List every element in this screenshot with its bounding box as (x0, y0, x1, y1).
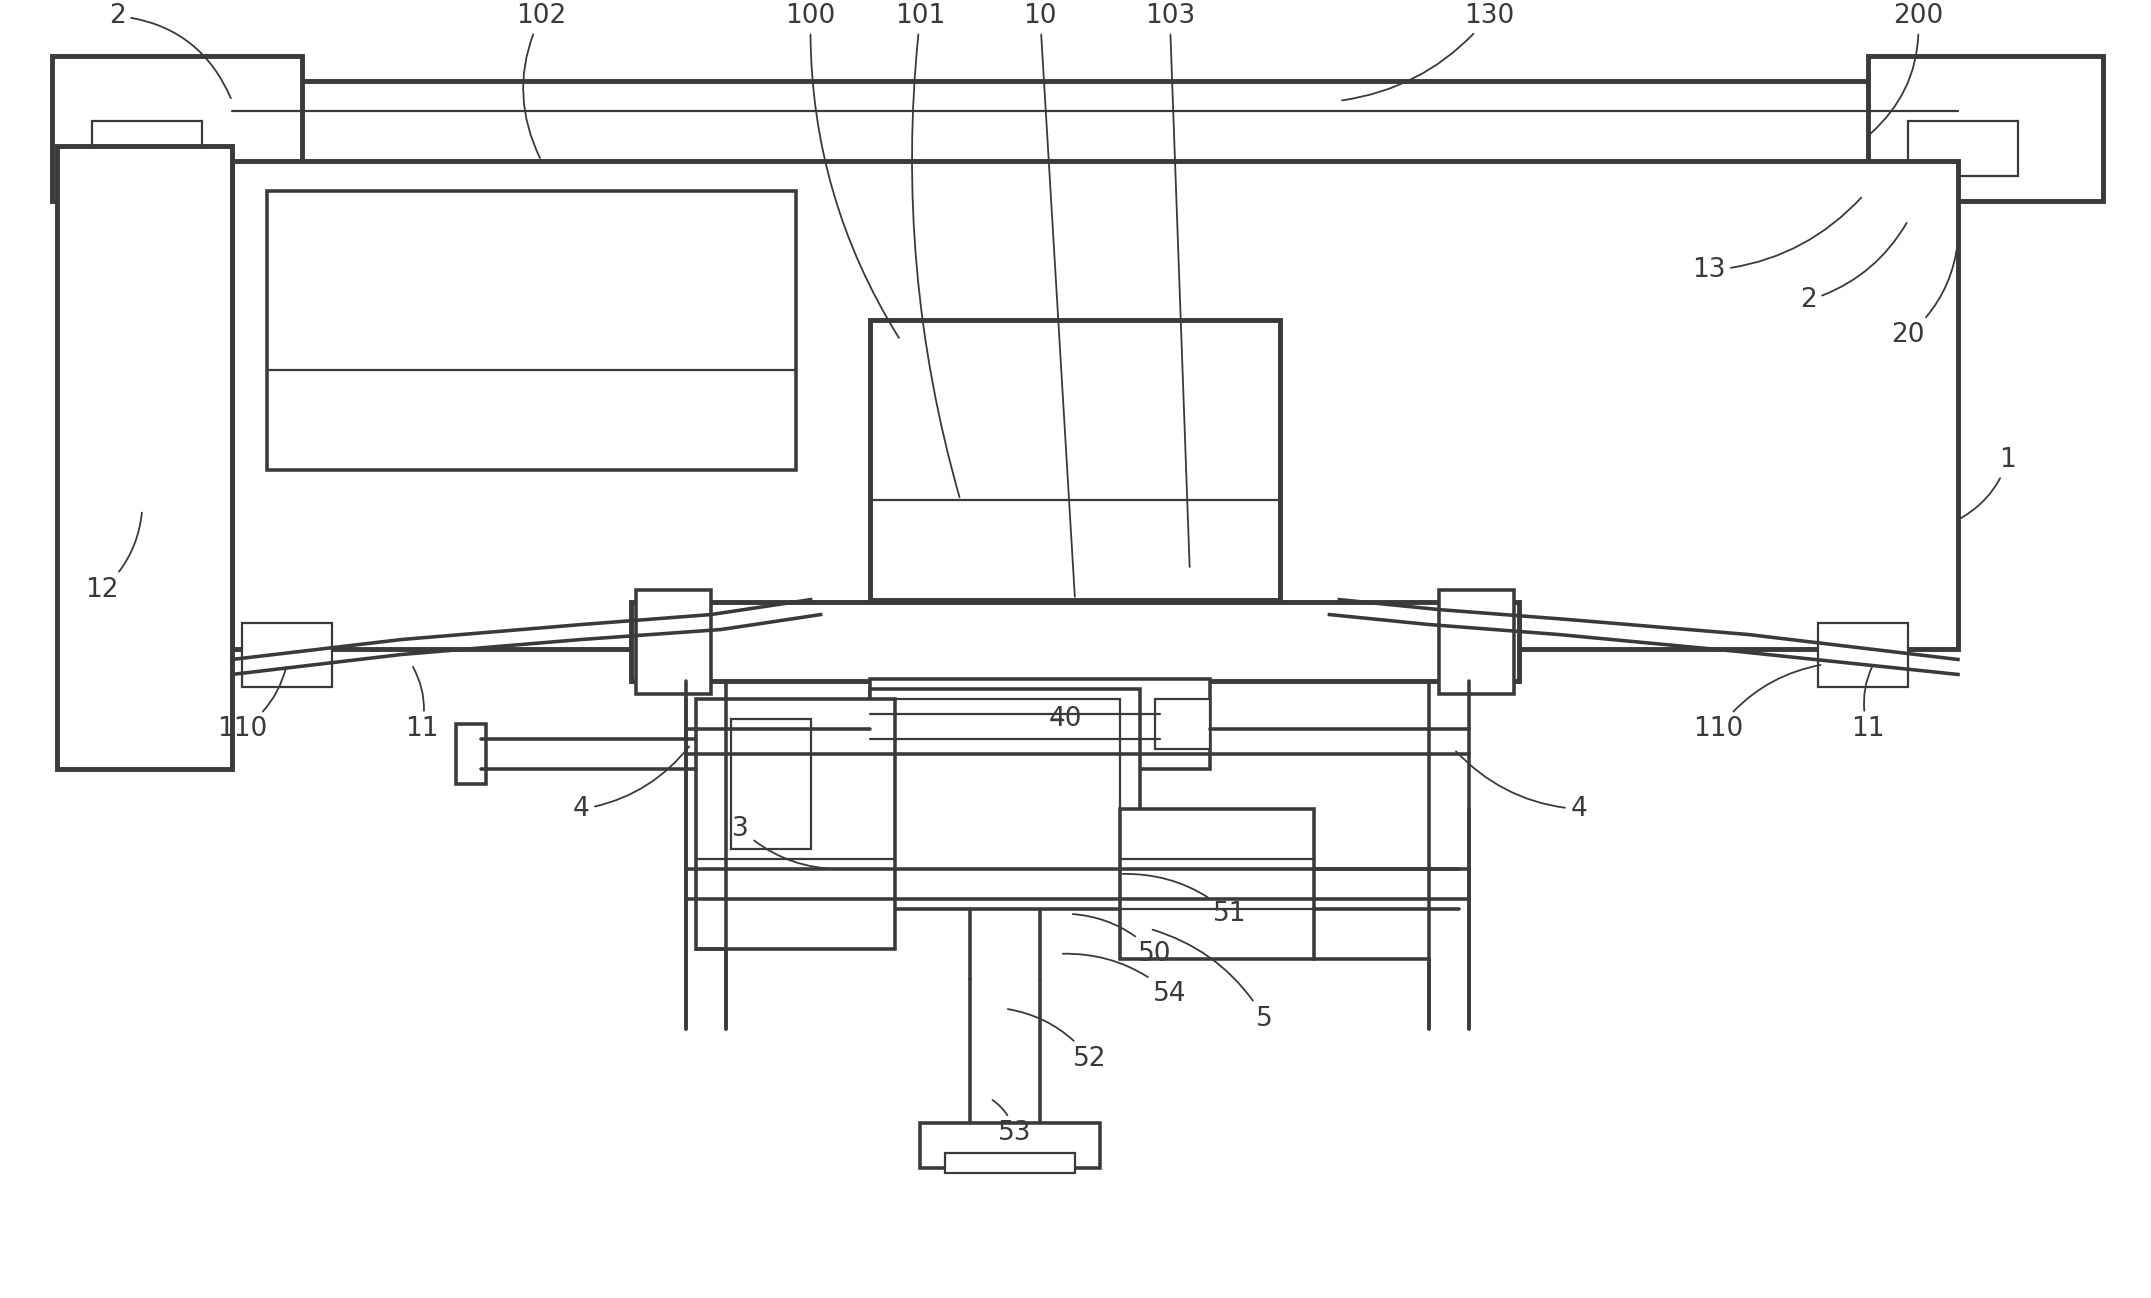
Text: 2: 2 (1800, 223, 1906, 313)
Text: 13: 13 (1693, 197, 1861, 283)
Text: 100: 100 (785, 3, 899, 337)
Text: 40: 40 (1048, 706, 1082, 732)
Text: 20: 20 (1891, 243, 1957, 348)
Bar (1869, 56, 2104, 200)
Bar (241, 623, 331, 688)
Text: 110: 110 (1693, 665, 1820, 742)
Bar (1155, 700, 1209, 749)
Bar (92, 121, 202, 175)
Bar (1050, 570, 1190, 640)
Text: 2: 2 (110, 3, 230, 99)
Text: 110: 110 (217, 667, 286, 742)
Bar (232, 161, 1957, 649)
Text: 3: 3 (731, 816, 837, 868)
Text: 4: 4 (1456, 752, 1587, 822)
Text: 11: 11 (404, 667, 439, 742)
Bar (1908, 121, 2018, 175)
Bar (871, 679, 1209, 770)
Text: 54: 54 (1063, 954, 1187, 1007)
Text: 200: 200 (1869, 3, 1942, 134)
Bar (58, 145, 232, 770)
Bar (921, 1123, 1099, 1168)
Text: 50: 50 (1073, 914, 1172, 967)
Bar (871, 321, 1280, 600)
Text: 52: 52 (1009, 1009, 1108, 1072)
Text: 12: 12 (86, 513, 142, 602)
Bar (1439, 589, 1514, 694)
Text: 103: 103 (1144, 3, 1196, 567)
Bar (637, 589, 710, 694)
Bar (697, 700, 895, 949)
Text: 4: 4 (572, 746, 688, 822)
Bar (267, 191, 796, 470)
Bar (456, 724, 486, 784)
Bar (731, 719, 811, 849)
Bar (630, 601, 1519, 681)
Bar (944, 1154, 1076, 1173)
Text: 102: 102 (516, 3, 566, 158)
Bar (52, 56, 301, 200)
Text: 11: 11 (1852, 667, 1884, 742)
Text: 53: 53 (992, 1099, 1032, 1146)
Bar (1121, 809, 1314, 959)
Bar (232, 80, 1957, 166)
Text: 51: 51 (1123, 874, 1245, 927)
Bar (871, 689, 1140, 909)
Text: 10: 10 (1024, 3, 1076, 597)
Bar (1818, 623, 1908, 688)
Text: 1: 1 (1960, 447, 2015, 518)
Text: 5: 5 (1153, 929, 1273, 1032)
Text: 101: 101 (895, 3, 959, 497)
Text: 130: 130 (1342, 3, 1514, 100)
